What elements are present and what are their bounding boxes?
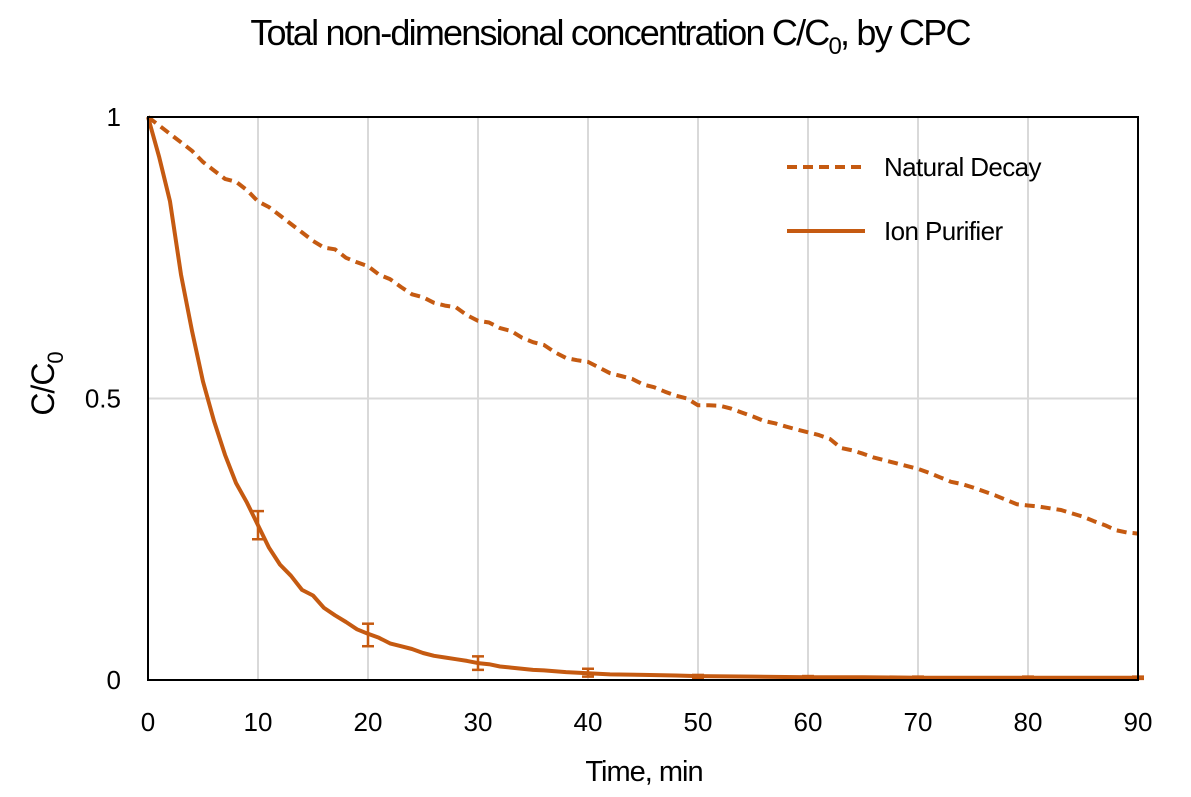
error-bar (362, 622, 374, 648)
y-axis-label-subscript: 0 (43, 352, 68, 364)
y-axis-label: C/C0 (25, 352, 68, 416)
x-tick-label: 30 (464, 707, 493, 737)
error-bar (692, 673, 704, 680)
chart-title-suffix: , by CPC (840, 12, 970, 53)
chart-title-main: Total non-dimensional concentration C/C (250, 12, 829, 53)
x-tick-label: 90 (1124, 707, 1153, 737)
legend-label: Ion Purifier (884, 216, 1003, 246)
x-tick-label: 60 (794, 707, 823, 737)
series-line-natural-decay (146, 115, 1139, 536)
x-tick-label: 20 (354, 707, 383, 737)
y-tick-label: 0 (107, 665, 121, 695)
plot-series (146, 115, 1144, 681)
axes: 0 10 20 30 40 50 60 70 80 90 0 0.5 1 (85, 102, 1153, 737)
gridlines (148, 117, 1138, 680)
y-axis-label-main: C/C (25, 364, 61, 416)
chart-title: Total non-dimensional concentration C/C0… (250, 12, 970, 60)
error-bar (472, 655, 484, 672)
chart-title-subscript: 0 (828, 33, 841, 60)
y-tick-label: 1 (107, 102, 121, 132)
x-tick-label: 50 (684, 707, 713, 737)
error-bar (802, 674, 814, 680)
x-tick-label: 0 (141, 707, 155, 737)
legend: Natural Decay Ion Purifier (787, 152, 1042, 246)
error-bar (582, 667, 594, 678)
error-bar (912, 675, 924, 681)
series-line-ion-purifier (146, 116, 1138, 680)
error-bar (1022, 675, 1034, 681)
x-tick-label: 80 (1014, 707, 1043, 737)
x-tick-label: 10 (244, 707, 273, 737)
x-axis-label: Time, min (585, 756, 702, 788)
legend-label: Natural Decay (884, 152, 1042, 182)
x-tick-label: 40 (574, 707, 603, 737)
x-tick-label: 70 (904, 707, 933, 737)
y-tick-label: 0.5 (85, 384, 121, 414)
error-bar (252, 509, 264, 541)
plot-frame (147, 116, 1139, 681)
